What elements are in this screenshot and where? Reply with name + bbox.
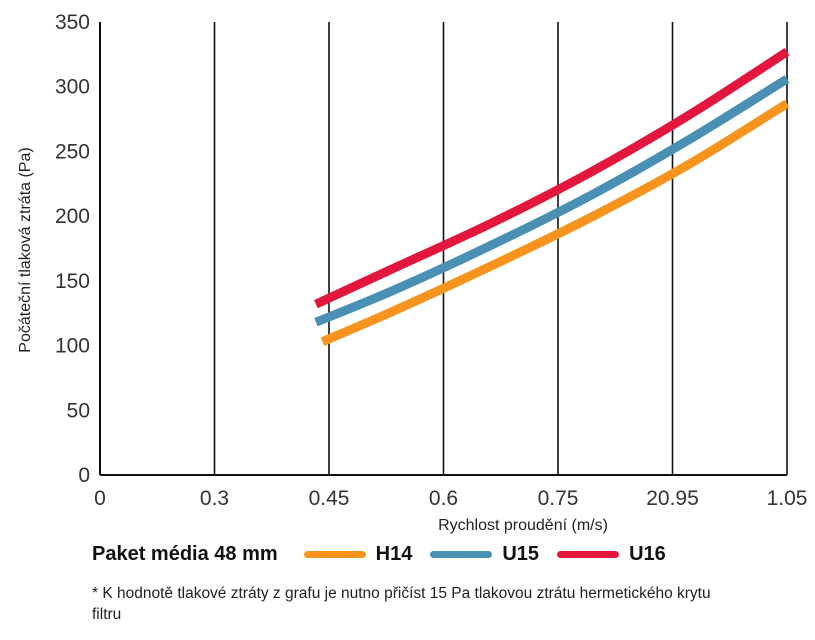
legend-swatch-h14 [303, 551, 366, 558]
x-axis-label: Rychlost proudění (m/s) [438, 517, 608, 534]
series-line-u16 [314, 47, 790, 309]
line-chart: 0 50 100 150 200 250 300 350 0 0.3 0.45 0.6 0.75 20.… [17, 11, 807, 534]
y-tick-label: 0 [78, 464, 90, 487]
y-tick-label: 150 [55, 270, 90, 293]
y-axis-label: Počáteční tlaková ztráta (Pa) [17, 147, 34, 352]
legend-swatch-u15 [430, 551, 493, 558]
y-tick-label: 300 [55, 76, 90, 99]
x-tick-label: 1.05 [767, 487, 808, 510]
x-tick-label: 20.95 [646, 487, 699, 510]
legend-item-u15: U15 [430, 543, 539, 566]
footnote: * K hodnotě tlakové ztráty z grafu je nu… [92, 585, 711, 623]
legend-item-u16: U16 [557, 543, 666, 566]
legend-title: Paket média 48 mm [92, 543, 278, 565]
x-tick-label: 0.6 [429, 487, 458, 510]
chart-axes [99, 22, 787, 476]
y-tick-label: 100 [55, 335, 90, 358]
series-line-h14 [320, 99, 790, 346]
y-tick-label: 250 [55, 140, 90, 163]
legend-label-u16: U16 [629, 543, 666, 565]
y-tick-labels: 0 50 100 150 200 250 300 350 [55, 11, 90, 487]
legend-label-u15: U15 [502, 543, 540, 565]
legend-label-h14: H14 [375, 543, 413, 565]
y-tick-label: 50 [67, 399, 90, 422]
x-tick-label: 0.45 [309, 487, 350, 510]
series-lines [314, 47, 790, 346]
x-tick-label: 0 [94, 487, 106, 510]
legend-swatch-u16 [557, 551, 620, 558]
legend-item-h14: H14 [303, 543, 413, 566]
series-line-u15 [314, 75, 790, 327]
y-tick-label: 200 [55, 205, 90, 228]
y-tick-label: 350 [55, 11, 90, 34]
x-tick-label: 0.75 [538, 487, 579, 510]
x-tick-labels: 0 0.3 0.45 0.6 0.75 20.95 1.05 [94, 487, 807, 510]
legend: Paket média 48 mm H14 U15 U16 [92, 543, 684, 566]
x-tick-label: 0.3 [200, 487, 229, 510]
vertical-gridlines [213, 22, 788, 475]
